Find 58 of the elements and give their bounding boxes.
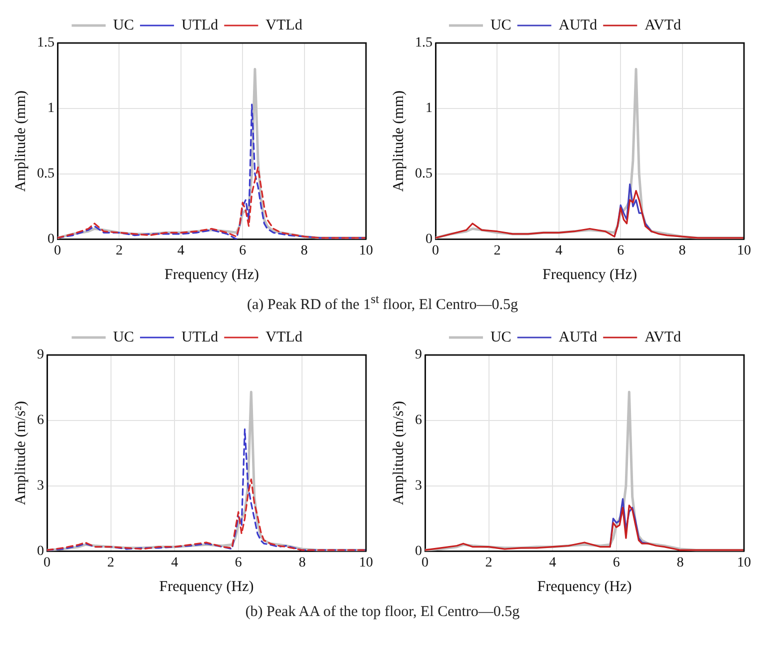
- x-tick-label: 2: [485, 555, 492, 570]
- x-tick-label: 4: [549, 555, 556, 570]
- x-tick-label: 4: [555, 243, 562, 258]
- x-tick-label: 10: [359, 555, 373, 570]
- x-tick-label: 2: [107, 555, 114, 570]
- y-tick-label: 6: [415, 413, 422, 428]
- x-tick-label: 2: [494, 243, 501, 258]
- x-tick-label: 8: [298, 555, 306, 570]
- y-tick-label: 0.5: [415, 166, 432, 182]
- y-axis-title: Amplitude (mm): [390, 90, 407, 192]
- x-tick-label: 10: [359, 243, 373, 258]
- y-axis-title: Amplitude (m/s²): [390, 401, 407, 506]
- x-tick-label: 4: [171, 555, 178, 570]
- x-axis-title: Frequency (Hz): [159, 578, 254, 595]
- y-tick-label: 0.5: [37, 166, 54, 182]
- legend-label: AVTd: [644, 17, 682, 34]
- y-tick-label: 6: [37, 413, 44, 428]
- x-axis-title: Frequency (Hz): [542, 266, 638, 283]
- x-axis-title: Frequency (Hz): [537, 578, 632, 595]
- y-tick-label: 1: [48, 101, 54, 116]
- y-tick-label: 3: [37, 478, 44, 494]
- x-axis-title: Frequency (Hz): [164, 266, 260, 283]
- x-tick-label: 8: [678, 243, 686, 258]
- y-tick-label: 9: [37, 348, 44, 363]
- text: (b) Peak AA of the top floor, El Centro—0.5g: [244, 604, 521, 621]
- x-tick-label: 10: [737, 243, 751, 258]
- y-tick-label: 0: [48, 232, 54, 247]
- legend-label: UC: [490, 329, 512, 346]
- legend-label: UC: [113, 329, 134, 346]
- x-tick-label: 6: [234, 555, 242, 570]
- legend-label: UC: [113, 17, 134, 34]
- text: (a) Peak RD of the 1$^{st}$ floor, El Centro—0.5g: [246, 292, 520, 314]
- x-tick-label: 8: [300, 243, 308, 258]
- y-tick-label: 0: [415, 544, 422, 559]
- legend-label: UTLd: [182, 17, 219, 34]
- legend-label: VTLd: [266, 329, 303, 346]
- legend-label: UC: [490, 17, 512, 34]
- x-tick-label: 6: [239, 243, 246, 258]
- x-tick-label: 10: [737, 555, 751, 570]
- y-tick-label: 3: [415, 478, 422, 494]
- x-tick-label: 8: [676, 555, 684, 570]
- x-tick-label: 2: [116, 243, 123, 258]
- y-tick-label: 1: [426, 101, 432, 116]
- legend-label: VTLd: [266, 17, 303, 34]
- y-tick-label: 1.5: [415, 36, 432, 51]
- y-axis-title: Amplitude (m/s²): [12, 401, 29, 506]
- y-axis-title: Amplitude (mm): [12, 90, 29, 192]
- y-tick-label: 9: [415, 348, 422, 363]
- legend-label: AVTd: [644, 329, 682, 346]
- x-tick-label: 6: [617, 243, 624, 258]
- legend-label: UTLd: [182, 329, 219, 346]
- legend-label: AUTd: [558, 17, 598, 34]
- y-tick-label: 1.5: [37, 36, 54, 51]
- legend-label: AUTd: [558, 329, 598, 346]
- x-tick-label: 4: [177, 243, 184, 258]
- y-tick-label: 0: [426, 232, 432, 247]
- y-tick-label: 0: [37, 544, 44, 559]
- x-tick-label: 6: [612, 555, 620, 570]
